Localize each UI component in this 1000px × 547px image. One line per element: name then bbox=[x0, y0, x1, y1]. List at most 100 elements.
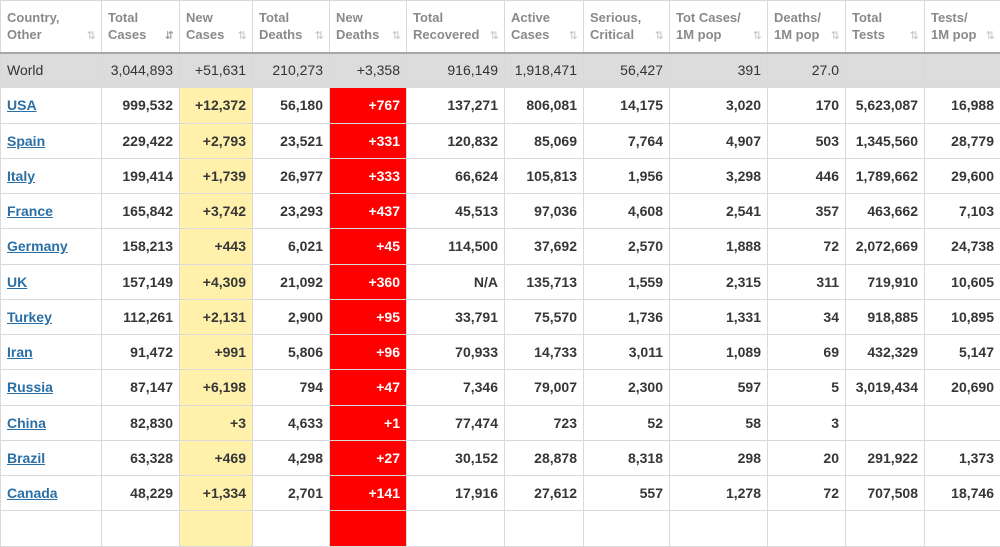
sort-arrows-icon[interactable]: ⇅ bbox=[655, 28, 663, 45]
country-link[interactable]: Italy bbox=[7, 168, 35, 184]
col-tot-cases-per-1m-header[interactable]: Tot Cases/ 1M pop⇅ bbox=[670, 1, 768, 53]
total-recovered-cell: 33,791 bbox=[407, 299, 505, 334]
total-deaths-cell: 21,092 bbox=[253, 264, 330, 299]
sort-arrows-icon[interactable]: ⇅ bbox=[315, 28, 323, 45]
col-total-recovered-header[interactable]: Total Recovered⇅ bbox=[407, 1, 505, 53]
tests-per-1m-cell: 18,746 bbox=[925, 476, 1000, 511]
country-link[interactable]: China bbox=[7, 415, 46, 431]
total-deaths-cell: 794 bbox=[253, 370, 330, 405]
col-header-label: Deaths/ 1M pop bbox=[774, 9, 821, 43]
tot-cases-per-1m-cell: 4,907 bbox=[670, 123, 768, 158]
tests-per-1m-cell: 29,600 bbox=[925, 158, 1000, 193]
col-header-label: Country, Other bbox=[7, 9, 59, 43]
tests-per-1m-cell bbox=[925, 405, 1000, 440]
new-deaths-cell: +331 bbox=[330, 123, 407, 158]
active-cases-cell: 79,007 bbox=[505, 370, 584, 405]
country-link[interactable]: Brazil bbox=[7, 450, 45, 466]
country-link[interactable]: UK bbox=[7, 274, 27, 290]
country-link[interactable]: USA bbox=[7, 97, 37, 113]
total-recovered-cell: 7,346 bbox=[407, 370, 505, 405]
col-total-deaths-header[interactable]: Total Deaths⇅ bbox=[253, 1, 330, 53]
active-cases-cell: 37,692 bbox=[505, 229, 584, 264]
total-cases-cell: 999,532 bbox=[102, 88, 180, 123]
sort-descending-icon[interactable]: ⇵ bbox=[165, 28, 173, 45]
sort-arrows-icon[interactable]: ⇅ bbox=[569, 28, 577, 45]
col-total-cases-header[interactable]: Total Cases⇵ bbox=[102, 1, 180, 53]
total-cases-cell: 63,328 bbox=[102, 440, 180, 475]
total-recovered-cell: 114,500 bbox=[407, 229, 505, 264]
serious-critical-cell: 52 bbox=[584, 405, 670, 440]
country-cell: Iran bbox=[1, 335, 102, 370]
total-cases-cell bbox=[102, 511, 180, 546]
new-deaths-cell: +95 bbox=[330, 299, 407, 334]
col-header-label: Active Cases bbox=[511, 9, 550, 43]
deaths-per-1m-cell: 72 bbox=[768, 476, 846, 511]
tot-cases-per-1m-cell: 3,020 bbox=[670, 88, 768, 123]
tests-per-1m-cell: 24,738 bbox=[925, 229, 1000, 264]
tot-cases-per-1m-cell: 1,888 bbox=[670, 229, 768, 264]
total-deaths-cell: 23,521 bbox=[253, 123, 330, 158]
country-link[interactable]: Turkey bbox=[7, 309, 52, 325]
country-link[interactable]: Russia bbox=[7, 379, 53, 395]
deaths-per-1m-cell: 170 bbox=[768, 88, 846, 123]
total-deaths-cell: 56,180 bbox=[253, 88, 330, 123]
serious-critical-cell: 56,427 bbox=[584, 53, 670, 88]
new-deaths-cell: +96 bbox=[330, 335, 407, 370]
total-recovered-cell: 70,933 bbox=[407, 335, 505, 370]
country-link[interactable]: Germany bbox=[7, 238, 68, 254]
country-link[interactable]: Spain bbox=[7, 133, 45, 149]
total-tests-cell: 463,662 bbox=[846, 194, 925, 229]
deaths-per-1m-cell: 72 bbox=[768, 229, 846, 264]
sort-arrows-icon[interactable]: ⇅ bbox=[87, 28, 95, 45]
country-cell: China bbox=[1, 405, 102, 440]
tests-per-1m-cell: 16,988 bbox=[925, 88, 1000, 123]
serious-critical-cell: 8,318 bbox=[584, 440, 670, 475]
deaths-per-1m-cell: 311 bbox=[768, 264, 846, 299]
country-link[interactable]: Canada bbox=[7, 485, 58, 501]
serious-critical-cell: 1,956 bbox=[584, 158, 670, 193]
sort-arrows-icon[interactable]: ⇅ bbox=[910, 28, 918, 45]
tests-per-1m-cell: 10,895 bbox=[925, 299, 1000, 334]
deaths-per-1m-cell: 446 bbox=[768, 158, 846, 193]
total-tests-cell: 1,789,662 bbox=[846, 158, 925, 193]
col-serious-critical-header[interactable]: Serious, Critical⇅ bbox=[584, 1, 670, 53]
new-cases-cell: +4,309 bbox=[180, 264, 253, 299]
new-cases-cell: +469 bbox=[180, 440, 253, 475]
col-new-cases-header[interactable]: New Cases ⇅ bbox=[180, 1, 253, 53]
active-cases-cell bbox=[505, 511, 584, 546]
col-total-tests-header[interactable]: Total Tests⇅ bbox=[846, 1, 925, 53]
new-cases-cell: +3,742 bbox=[180, 194, 253, 229]
serious-critical-cell: 557 bbox=[584, 476, 670, 511]
col-tests-per-1m-header[interactable]: Tests/ 1M pop⇅ bbox=[925, 1, 1000, 53]
sort-arrows-icon[interactable]: ⇅ bbox=[392, 28, 400, 45]
country-cell: World bbox=[1, 53, 102, 88]
col-active-cases-header[interactable]: Active Cases ⇅ bbox=[505, 1, 584, 53]
sort-arrows-icon[interactable]: ⇅ bbox=[238, 28, 246, 45]
new-cases-cell: +443 bbox=[180, 229, 253, 264]
sort-arrows-icon[interactable]: ⇅ bbox=[753, 28, 761, 45]
col-deaths-per-1m-header[interactable]: Deaths/ 1M pop ⇅ bbox=[768, 1, 846, 53]
sort-arrows-icon[interactable]: ⇅ bbox=[490, 28, 498, 45]
sort-arrows-icon[interactable]: ⇅ bbox=[831, 28, 839, 45]
active-cases-cell: 105,813 bbox=[505, 158, 584, 193]
col-country-header[interactable]: Country, Other ⇅ bbox=[1, 1, 102, 53]
sort-arrows-icon[interactable]: ⇅ bbox=[986, 28, 994, 45]
col-new-deaths-header[interactable]: New Deaths⇅ bbox=[330, 1, 407, 53]
new-cases-cell bbox=[180, 511, 253, 546]
country-cell: Italy bbox=[1, 158, 102, 193]
total-deaths-cell: 6,021 bbox=[253, 229, 330, 264]
tests-per-1m-cell: 7,103 bbox=[925, 194, 1000, 229]
country-link[interactable]: France bbox=[7, 203, 53, 219]
total-cases-cell: 112,261 bbox=[102, 299, 180, 334]
total-deaths-cell: 4,298 bbox=[253, 440, 330, 475]
active-cases-cell: 85,069 bbox=[505, 123, 584, 158]
serious-critical-cell: 7,764 bbox=[584, 123, 670, 158]
country-link[interactable]: Iran bbox=[7, 344, 33, 360]
col-header-label: New Cases bbox=[186, 9, 224, 43]
